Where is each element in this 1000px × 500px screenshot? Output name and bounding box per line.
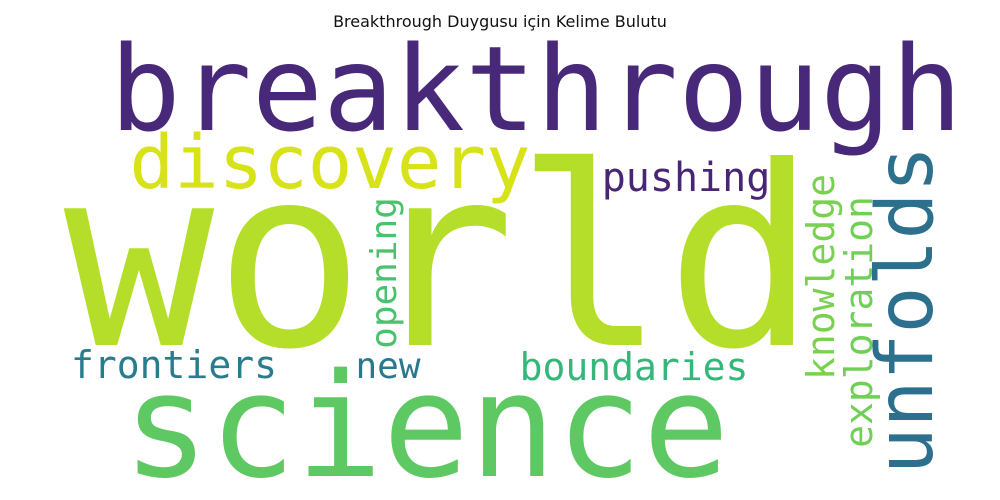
word-new: new [355,346,420,387]
word-frontiers: frontiers [71,343,277,387]
word-opening: opening [364,197,405,349]
figure-title: Breakthrough Duygusu için Kelime Bulutu [333,12,667,31]
word-world: world [64,113,817,404]
word-boundaries: boundaries [520,345,749,389]
word-discovery: discovery [130,120,531,206]
word-pushing: pushing [602,155,771,201]
word-knowledge: knowledge [799,174,843,380]
word-exploration: exploration [837,196,881,448]
word-science: science [123,342,730,500]
word-breakthrough: breakthrough [110,20,963,158]
word-unfolds: unfolds [861,146,951,475]
